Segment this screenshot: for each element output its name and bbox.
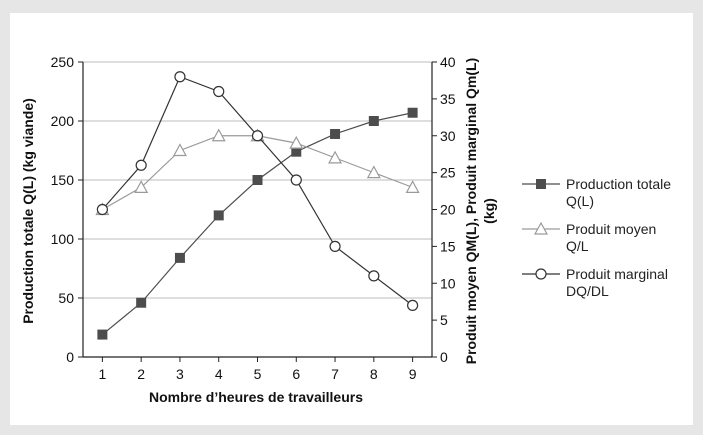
data-point <box>251 130 264 142</box>
right-tick-label: 40 <box>440 54 456 70</box>
data-point <box>172 143 187 157</box>
right-tick-label: 15 <box>440 238 456 254</box>
data-point <box>97 329 108 340</box>
legend-marker <box>533 221 549 235</box>
right-tick-label: 10 <box>440 275 456 291</box>
right-axis-title-line1: Produit moyen QM(L), Produit marginal Qm… <box>463 58 479 364</box>
series-line-3 <box>101 75 413 306</box>
data-point <box>136 297 147 308</box>
legend-label: DQ/DL <box>566 283 609 299</box>
x-tick-label: 1 <box>98 366 106 382</box>
legend-label: Production totale <box>566 176 671 192</box>
right-tick-label: 0 <box>440 349 448 365</box>
x-tick-label: 7 <box>331 366 339 382</box>
left-axis-ticks: 0 50 100 150 200 250 <box>51 54 83 365</box>
legend-label: Q/L <box>566 238 589 254</box>
x-tick-label: 2 <box>137 366 145 382</box>
data-point <box>211 128 226 142</box>
left-axis-title: Production totale Q(L) (kg viande) <box>20 98 36 324</box>
data-point <box>134 180 149 193</box>
right-tick-label: 20 <box>440 202 456 218</box>
data-point <box>407 299 419 311</box>
data-point <box>174 252 185 263</box>
left-tick-label: 100 <box>51 231 75 247</box>
x-tick-label: 5 <box>254 366 262 382</box>
axes <box>82 62 433 358</box>
data-point <box>366 165 381 179</box>
data-point <box>368 116 379 126</box>
data-point <box>328 150 343 164</box>
data-point <box>329 240 341 252</box>
legend-label: Produit moyen <box>566 221 656 237</box>
right-tick-label: 5 <box>440 312 448 328</box>
data-point <box>368 270 380 282</box>
data-point <box>290 174 302 186</box>
x-tick-label: 9 <box>409 366 417 382</box>
data-point <box>213 210 224 221</box>
x-tick-label: 3 <box>176 366 184 382</box>
right-tick-label: 30 <box>440 128 456 144</box>
left-tick-label: 200 <box>51 113 75 129</box>
series-line-1 <box>102 112 413 336</box>
data-point <box>330 128 341 139</box>
x-axis-ticks: 1 2 3 4 5 6 7 8 9 <box>98 357 417 382</box>
data-point <box>213 85 225 98</box>
x-axis-title: Nombre d’heures de travailleurs <box>149 389 363 405</box>
left-tick-label: 250 <box>51 54 75 70</box>
data-point <box>96 203 108 216</box>
x-tick-label: 6 <box>292 366 300 382</box>
legend-marker <box>536 179 546 189</box>
data-point <box>405 180 420 193</box>
data-point <box>407 107 418 118</box>
right-tick-label: 35 <box>440 91 456 107</box>
data-point <box>291 146 302 157</box>
legend-marker <box>535 268 547 280</box>
data-point <box>252 175 263 185</box>
x-tick-label: 8 <box>370 366 378 382</box>
left-tick-label: 50 <box>58 290 74 306</box>
data-point <box>289 135 304 149</box>
left-tick-label: 0 <box>66 349 74 365</box>
legend-label: Produit marginal <box>566 266 668 282</box>
x-tick-label: 4 <box>215 366 223 382</box>
chart-panel <box>10 13 693 425</box>
right-tick-label: 25 <box>440 165 456 181</box>
data-point <box>174 71 186 83</box>
right-axis-ticks: 0 5 10 15 20 25 30 35 40 <box>432 54 456 365</box>
right-axis-title-line2: (kg) <box>481 198 497 224</box>
left-tick-label: 150 <box>51 172 75 188</box>
legend-label: Q(L) <box>566 193 594 209</box>
data-point <box>135 159 147 171</box>
series-layer <box>95 71 420 340</box>
